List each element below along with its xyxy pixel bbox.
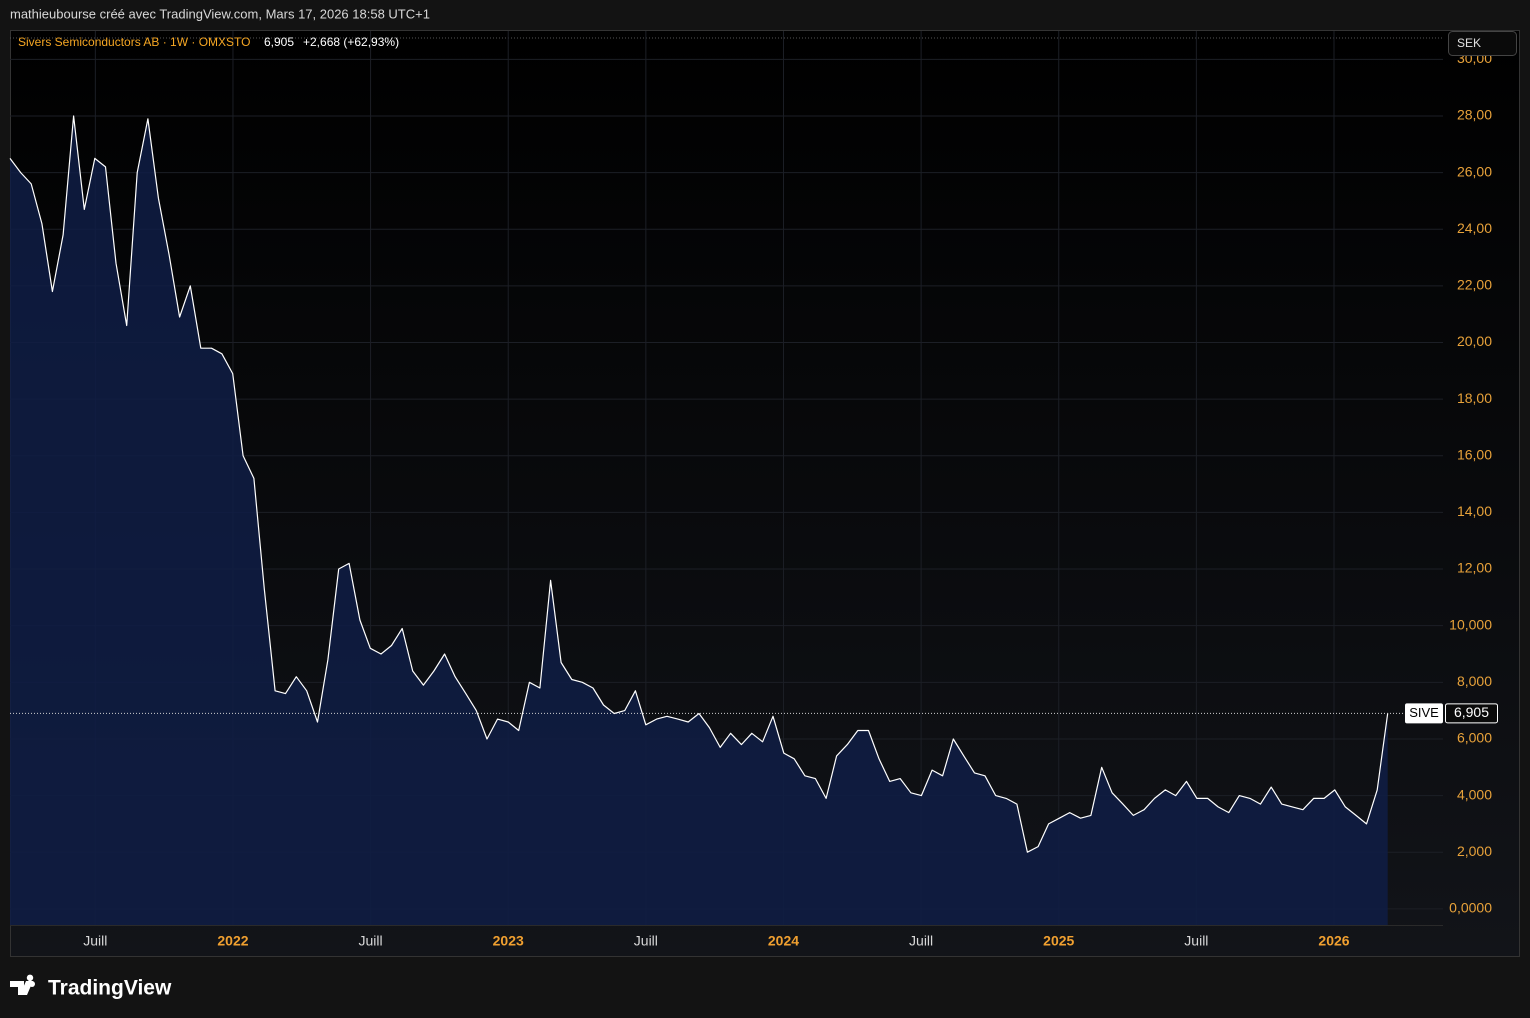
logo-icon (10, 974, 34, 995)
logo-dot (29, 981, 35, 987)
x-tick-label: Juill (83, 933, 107, 949)
x-tick-label: 2023 (493, 933, 524, 949)
y-tick-label: 14,00 (1457, 503, 1492, 519)
y-tick-label: 6,000 (1457, 730, 1492, 746)
y-tick-label: 20,00 (1457, 333, 1492, 349)
y-tick-label: 22,00 (1457, 277, 1492, 293)
x-tick-label: 2022 (217, 933, 248, 949)
x-tick-label: 2025 (1043, 933, 1074, 949)
plot (9, 115, 1403, 925)
y-tick-label: 8,000 (1457, 673, 1492, 689)
axes: 0,0000 2,000 4,000 6,000 8,000 10,000 12,00 14,… (83, 50, 1498, 949)
x-tick-label: Juill (359, 933, 383, 949)
last-price-badge (1445, 703, 1498, 724)
legend-price: 6,905 (264, 35, 294, 49)
legend-title: Sivers Semiconductors AB · 1W · OMXSTO (18, 35, 251, 49)
symbol-badge (1405, 703, 1443, 724)
currency-label[interactable]: SEK (1457, 36, 1481, 50)
x-tick-label: Juill (634, 933, 658, 949)
y-tick-label: 24,00 (1457, 220, 1492, 236)
legend-change: +2,668 (+62,93%) (303, 35, 399, 49)
x-tick-label: 2024 (768, 933, 799, 949)
y-tick-label: 2,000 (1457, 843, 1492, 859)
y-tick-label: 10,000 (1449, 616, 1492, 632)
footer-logo (10, 974, 35, 995)
y-tick-label: 18,00 (1457, 390, 1492, 406)
y-tick-label: 12,00 (1457, 560, 1492, 576)
x-tick-label: Juill (1184, 933, 1208, 949)
y-tick-label: 0,0000 (1449, 900, 1492, 916)
y-tick-label: 28,00 (1457, 107, 1492, 123)
header-text: mathieubourse créé avec TradingView.com,… (10, 6, 430, 21)
symbol-label: SIVE (1409, 705, 1439, 720)
currency-button[interactable] (1448, 31, 1517, 56)
area-fill (10, 116, 1388, 925)
price-line (9, 115, 1389, 853)
x-tick-label: 2026 (1318, 933, 1349, 949)
y-tick-label: 26,00 (1457, 163, 1492, 179)
y-tick-label: 16,00 (1457, 446, 1492, 462)
y-tick-label: 4,000 (1457, 786, 1492, 802)
footer-brand: TradingView (48, 977, 172, 1000)
last-price-label: 6,905 (1454, 704, 1489, 720)
x-tick-label: Juill (909, 933, 933, 949)
